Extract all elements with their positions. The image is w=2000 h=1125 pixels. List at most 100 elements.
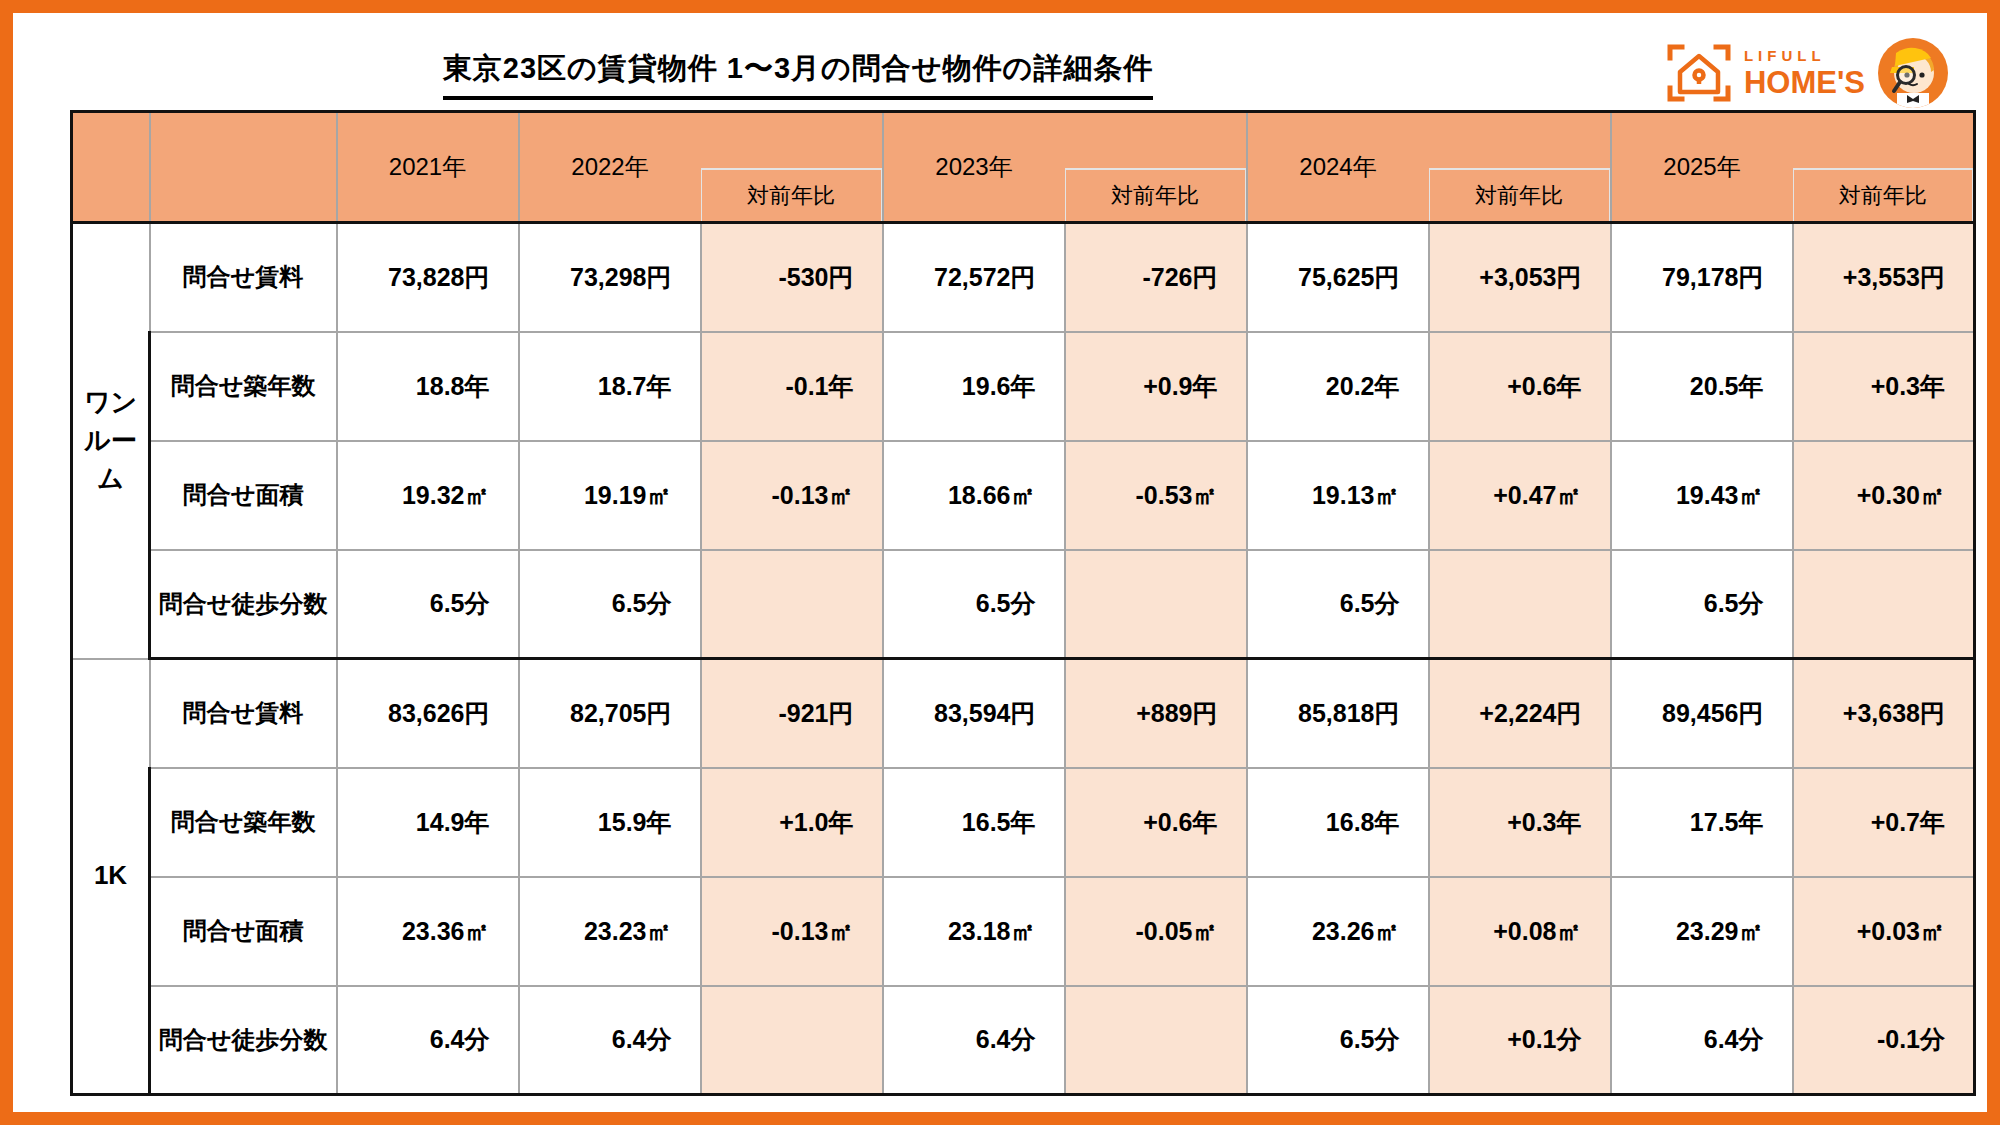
yoy-header-label: 対前年比: [1793, 168, 1975, 221]
house-icon: [1666, 42, 1732, 104]
diff-cell: +2,224円: [1429, 659, 1611, 768]
row-label: 問合せ徒歩分数: [150, 986, 337, 1095]
year-header-2025: 2025年: [1611, 112, 1793, 223]
diff-cell: +0.30㎡: [1793, 441, 1975, 550]
diff-cell: -0.05㎡: [1065, 877, 1247, 986]
value-cell: 20.5年: [1611, 332, 1793, 441]
detail-table: 2021年 2022年 対前年比 2023年 対前年比 2024年 対前年比 2…: [70, 110, 1976, 1096]
value-cell: 73,298円: [519, 223, 701, 332]
diff-cell: -726円: [1065, 223, 1247, 332]
value-cell: 17.5年: [1611, 768, 1793, 877]
table-row: 問合せ築年数 14.9年 15.9年 +1.0年 16.5年 +0.6年 16.…: [72, 768, 1975, 877]
diff-cell: -0.13㎡: [701, 441, 883, 550]
value-cell: 79,178円: [1611, 223, 1793, 332]
diff-cell: [701, 986, 883, 1095]
value-cell: 15.9年: [519, 768, 701, 877]
diff-cell: [1065, 550, 1247, 659]
diff-cell: +0.6年: [1065, 768, 1247, 877]
diff-cell: +0.03㎡: [1793, 877, 1975, 986]
diff-cell: -921円: [701, 659, 883, 768]
diff-cell: +889円: [1065, 659, 1247, 768]
diff-cell: +0.3年: [1429, 768, 1611, 877]
row-label: 問合せ築年数: [150, 332, 337, 441]
diff-cell: +0.7年: [1793, 768, 1975, 877]
row-label: 問合せ築年数: [150, 768, 337, 877]
diff-cell: +0.3年: [1793, 332, 1975, 441]
group-label-line1: ワン: [74, 384, 147, 422]
value-cell: 6.5分: [337, 550, 519, 659]
row-label: 問合せ面積: [150, 877, 337, 986]
yoy-header-2024: 対前年比: [1429, 112, 1611, 223]
table-row: 問合せ築年数 18.8年 18.7年 -0.1年 19.6年 +0.9年 20.…: [72, 332, 1975, 441]
group-label-1k: 1K: [72, 659, 150, 1095]
row-label: 問合せ徒歩分数: [150, 550, 337, 659]
value-cell: 23.36㎡: [337, 877, 519, 986]
diff-cell: +3,638円: [1793, 659, 1975, 768]
value-cell: 6.5分: [1247, 550, 1429, 659]
logo-homes-label: HOME'S: [1744, 67, 1865, 98]
year-header-2024: 2024年: [1247, 112, 1429, 223]
table-row: ワン ルーム 問合せ賃料 73,828円 73,298円 -530円 72,57…: [72, 223, 1975, 332]
diff-cell: +0.08㎡: [1429, 877, 1611, 986]
yoy-header-2023: 対前年比: [1065, 112, 1247, 223]
group-label-line1: 1K: [74, 857, 147, 895]
value-cell: 20.2年: [1247, 332, 1429, 441]
value-cell: 16.8年: [1247, 768, 1429, 877]
logo-text: LIFULL HOME'S: [1744, 48, 1865, 98]
diff-cell: -0.53㎡: [1065, 441, 1247, 550]
value-cell: 89,456円: [1611, 659, 1793, 768]
group-label-oneroom: ワン ルーム: [72, 223, 150, 659]
yoy-header-label: 対前年比: [1065, 168, 1247, 221]
diff-cell: +0.9年: [1065, 332, 1247, 441]
value-cell: 75,625円: [1247, 223, 1429, 332]
diff-cell: [1065, 986, 1247, 1095]
corner-cell-metric: [150, 112, 337, 223]
diff-cell: +0.6年: [1429, 332, 1611, 441]
table-row: 問合せ面積 19.32㎡ 19.19㎡ -0.13㎡ 18.66㎡ -0.53㎡…: [72, 441, 1975, 550]
diff-cell: +3,553円: [1793, 223, 1975, 332]
value-cell: 83,594円: [883, 659, 1065, 768]
value-cell: 6.4分: [883, 986, 1065, 1095]
value-cell: 6.5分: [1247, 986, 1429, 1095]
yoy-header-2022: 対前年比: [701, 112, 883, 223]
page-title: 東京23区の賃貸物件 1〜3月の問合せ物件の詳細条件: [443, 49, 1153, 100]
value-cell: 83,626円: [337, 659, 519, 768]
value-cell: 6.4分: [337, 986, 519, 1095]
diff-cell: +0.1分: [1429, 986, 1611, 1095]
diff-cell: [701, 550, 883, 659]
value-cell: 14.9年: [337, 768, 519, 877]
yoy-header-2025: 対前年比: [1793, 112, 1975, 223]
value-cell: 6.4分: [519, 986, 701, 1095]
row-label: 問合せ面積: [150, 441, 337, 550]
mascot-icon: [1877, 37, 1949, 109]
diff-cell: [1429, 550, 1611, 659]
diff-cell: -0.1分: [1793, 986, 1975, 1095]
page: { "page": { "title": "東京23区の賃貸物件 1〜3月の問合…: [0, 0, 2000, 1125]
lifull-homes-logo: LIFULL HOME'S: [1666, 37, 1949, 109]
row-label: 問合せ賃料: [150, 223, 337, 332]
value-cell: 72,572円: [883, 223, 1065, 332]
diff-cell: -530円: [701, 223, 883, 332]
value-cell: 19.43㎡: [1611, 441, 1793, 550]
value-cell: 18.8年: [337, 332, 519, 441]
value-cell: 23.18㎡: [883, 877, 1065, 986]
corner-cell-group: [72, 112, 150, 223]
diff-cell: +3,053円: [1429, 223, 1611, 332]
value-cell: 6.5分: [1611, 550, 1793, 659]
year-header-2023: 2023年: [883, 112, 1065, 223]
value-cell: 23.26㎡: [1247, 877, 1429, 986]
table-row: 問合せ徒歩分数 6.5分 6.5分 6.5分 6.5分 6.5分: [72, 550, 1975, 659]
diff-cell: +0.47㎡: [1429, 441, 1611, 550]
value-cell: 19.19㎡: [519, 441, 701, 550]
yoy-header-label: 対前年比: [1429, 168, 1611, 221]
page-title-wrap: 東京23区の賃貸物件 1〜3月の問合せ物件の詳細条件: [70, 49, 1526, 100]
value-cell: 6.5分: [519, 550, 701, 659]
detail-table-wrap: 2021年 2022年 対前年比 2023年 対前年比 2024年 対前年比 2…: [70, 110, 1976, 1096]
value-cell: 82,705円: [519, 659, 701, 768]
diff-cell: [1793, 550, 1975, 659]
value-cell: 85,818円: [1247, 659, 1429, 768]
value-cell: 73,828円: [337, 223, 519, 332]
value-cell: 23.29㎡: [1611, 877, 1793, 986]
diff-cell: -0.13㎡: [701, 877, 883, 986]
year-header-2022: 2022年: [519, 112, 701, 223]
